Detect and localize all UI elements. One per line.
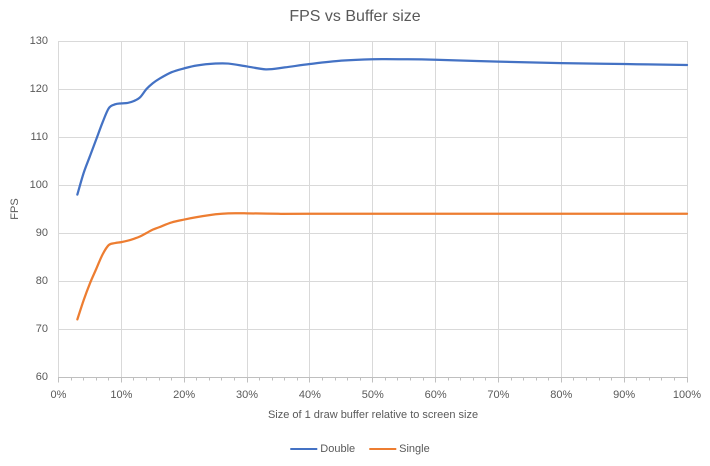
x-tick-label: 40% bbox=[298, 389, 321, 401]
x-tick-label: 90% bbox=[613, 389, 636, 401]
legend-item-single: Single bbox=[369, 442, 430, 456]
x-tick-label: 30% bbox=[236, 389, 259, 401]
legend-line-icon bbox=[369, 447, 397, 451]
y-tick-label: 80 bbox=[35, 275, 48, 287]
y-tick-label: 90 bbox=[35, 227, 48, 239]
x-tick-label: 70% bbox=[487, 389, 510, 401]
y-tick-label: 70 bbox=[35, 323, 48, 335]
y-tick-label: 100 bbox=[29, 179, 48, 191]
y-tick-label: 130 bbox=[29, 35, 48, 47]
x-tick-label: 100% bbox=[672, 389, 702, 401]
x-axis-title: Size of 1 draw buffer relative to screen… bbox=[267, 409, 479, 421]
x-tick-label: 50% bbox=[361, 389, 384, 401]
legend-label: Double bbox=[320, 443, 356, 455]
y-tick-label: 120 bbox=[29, 83, 48, 95]
x-tick-label: 60% bbox=[424, 389, 447, 401]
series-line-double bbox=[76, 57, 689, 196]
legend: Double Single bbox=[290, 442, 430, 456]
legend-item-double: Double bbox=[290, 442, 355, 456]
x-tick-label: 20% bbox=[173, 389, 196, 401]
legend-line-icon bbox=[290, 447, 318, 451]
x-tick-label: 0% bbox=[50, 389, 67, 401]
chart-title: FPS vs Buffer size bbox=[289, 8, 421, 25]
legend-label: Single bbox=[399, 443, 430, 455]
y-tick-label: 60 bbox=[35, 371, 48, 383]
x-tick-label: 10% bbox=[110, 389, 133, 401]
x-tick-label: 80% bbox=[550, 389, 573, 401]
y-tick-label: 110 bbox=[30, 131, 48, 143]
series-line-single bbox=[76, 212, 689, 321]
